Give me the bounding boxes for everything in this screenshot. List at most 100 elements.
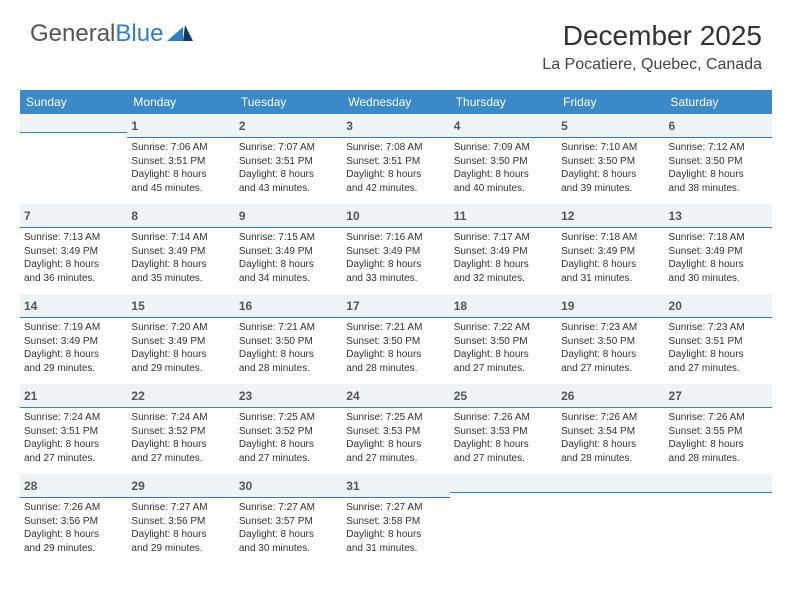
info-line: Sunset: 3:50 PM bbox=[561, 155, 660, 169]
day-cell: 11Sunrise: 7:17 AMSunset: 3:49 PMDayligh… bbox=[450, 204, 557, 294]
info-line: and 39 minutes. bbox=[561, 182, 660, 196]
day-cell: 10Sunrise: 7:16 AMSunset: 3:49 PMDayligh… bbox=[342, 204, 449, 294]
info-line: Sunrise: 7:20 AM bbox=[131, 321, 230, 335]
info-line: Sunrise: 7:26 AM bbox=[24, 501, 123, 515]
day-info: Sunrise: 7:23 AMSunset: 3:51 PMDaylight:… bbox=[669, 321, 768, 375]
info-line: Sunrise: 7:18 AM bbox=[669, 231, 768, 245]
day-cell bbox=[450, 474, 557, 564]
day-info: Sunrise: 7:21 AMSunset: 3:50 PMDaylight:… bbox=[239, 321, 338, 375]
daynum-wrap: 23 bbox=[235, 384, 342, 408]
day-cell: 26Sunrise: 7:26 AMSunset: 3:54 PMDayligh… bbox=[557, 384, 664, 474]
week-row: 21Sunrise: 7:24 AMSunset: 3:51 PMDayligh… bbox=[20, 384, 772, 474]
info-line: Sunset: 3:49 PM bbox=[131, 335, 230, 349]
location-text: La Pocatiere, Quebec, Canada bbox=[542, 56, 762, 74]
info-line: and 29 minutes. bbox=[131, 362, 230, 376]
info-line: and 43 minutes. bbox=[239, 182, 338, 196]
daynum-wrap: 1 bbox=[127, 114, 234, 138]
day-info: Sunrise: 7:13 AMSunset: 3:49 PMDaylight:… bbox=[24, 231, 123, 285]
empty-day-head bbox=[557, 474, 664, 493]
info-line: Sunrise: 7:14 AM bbox=[131, 231, 230, 245]
info-line: and 29 minutes. bbox=[24, 542, 123, 556]
daynum-wrap: 15 bbox=[127, 294, 234, 318]
info-line: and 28 minutes. bbox=[346, 362, 445, 376]
info-line: and 28 minutes. bbox=[561, 452, 660, 466]
day-info: Sunrise: 7:26 AMSunset: 3:56 PMDaylight:… bbox=[24, 501, 123, 555]
day-number: 25 bbox=[454, 389, 467, 403]
day-number: 20 bbox=[669, 299, 682, 313]
daynum-wrap: 18 bbox=[450, 294, 557, 318]
week-row: 1Sunrise: 7:06 AMSunset: 3:51 PMDaylight… bbox=[20, 114, 772, 204]
day-cell: 31 Sunrise: 7:27 AMSunset: 3:58 PMDayligh… bbox=[342, 474, 449, 564]
day-number: 12 bbox=[561, 209, 574, 223]
info-line: Sunrise: 7:19 AM bbox=[24, 321, 123, 335]
day-info: Sunrise: 7:26 AMSunset: 3:54 PMDaylight:… bbox=[561, 411, 660, 465]
info-line: Sunrise: 7:21 AM bbox=[239, 321, 338, 335]
day-info: Sunrise: 7:20 AMSunset: 3:49 PMDaylight:… bbox=[131, 321, 230, 375]
info-line: Sunrise: 7:26 AM bbox=[669, 411, 768, 425]
day-info: Sunrise: 7:27 AMSunset: 3:57 PMDaylight:… bbox=[239, 501, 338, 555]
info-line: Daylight: 8 hours bbox=[561, 438, 660, 452]
info-line: and 27 minutes. bbox=[24, 452, 123, 466]
info-line: Daylight: 8 hours bbox=[131, 438, 230, 452]
logo-mark-icon bbox=[167, 20, 193, 48]
info-line: and 27 minutes. bbox=[454, 362, 553, 376]
day-number: 5 bbox=[561, 119, 568, 133]
daynum-wrap: 8 bbox=[127, 204, 234, 228]
dow-cell: Thursday bbox=[450, 90, 557, 114]
daynum-wrap: 7 bbox=[20, 204, 127, 228]
day-info: Sunrise: 7:27 AMSunset: 3:56 PMDaylight:… bbox=[131, 501, 230, 555]
daynum-wrap: 4 bbox=[450, 114, 557, 138]
daynum-wrap: 10 bbox=[342, 204, 449, 228]
day-info: Sunrise: 7:27 AMSunset: 3:58 PMDaylight:… bbox=[346, 501, 445, 555]
empty-day-head bbox=[20, 114, 127, 133]
empty-day-head bbox=[450, 474, 557, 493]
day-number: 3 bbox=[346, 119, 353, 133]
day-number: 28 bbox=[24, 479, 37, 493]
week-row: 14Sunrise: 7:19 AMSunset: 3:49 PMDayligh… bbox=[20, 294, 772, 384]
day-number: 18 bbox=[454, 299, 467, 313]
info-line: and 27 minutes. bbox=[239, 452, 338, 466]
info-line: Daylight: 8 hours bbox=[561, 168, 660, 182]
info-line: Sunrise: 7:25 AM bbox=[239, 411, 338, 425]
info-line: Daylight: 8 hours bbox=[239, 348, 338, 362]
daynum-wrap: 31 bbox=[342, 474, 449, 498]
info-line: Daylight: 8 hours bbox=[346, 258, 445, 272]
info-line: Sunrise: 7:27 AM bbox=[346, 501, 445, 515]
day-cell: 12Sunrise: 7:18 AMSunset: 3:49 PMDayligh… bbox=[557, 204, 664, 294]
info-line: Sunrise: 7:27 AM bbox=[131, 501, 230, 515]
day-info: Sunrise: 7:08 AMSunset: 3:51 PMDaylight:… bbox=[346, 141, 445, 195]
dow-cell: Saturday bbox=[665, 90, 772, 114]
info-line: Sunrise: 7:21 AM bbox=[346, 321, 445, 335]
info-line: and 35 minutes. bbox=[131, 272, 230, 286]
info-line: Sunrise: 7:25 AM bbox=[346, 411, 445, 425]
day-number: 21 bbox=[24, 389, 37, 403]
day-cell: 27Sunrise: 7:26 AMSunset: 3:55 PMDayligh… bbox=[665, 384, 772, 474]
info-line: and 29 minutes. bbox=[24, 362, 123, 376]
daynum-wrap: 21 bbox=[20, 384, 127, 408]
info-line: Sunset: 3:49 PM bbox=[346, 245, 445, 259]
day-number: 23 bbox=[239, 389, 252, 403]
info-line: Sunrise: 7:08 AM bbox=[346, 141, 445, 155]
daynum-wrap: 6 bbox=[665, 114, 772, 138]
info-line: Sunrise: 7:12 AM bbox=[669, 141, 768, 155]
info-line: Sunrise: 7:24 AM bbox=[24, 411, 123, 425]
info-line: Sunset: 3:49 PM bbox=[24, 335, 123, 349]
info-line: and 28 minutes. bbox=[239, 362, 338, 376]
info-line: Daylight: 8 hours bbox=[561, 258, 660, 272]
info-line: Daylight: 8 hours bbox=[669, 258, 768, 272]
info-line: Daylight: 8 hours bbox=[239, 168, 338, 182]
day-cell: 7 Sunrise: 7:13 AMSunset: 3:49 PMDaylight… bbox=[20, 204, 127, 294]
day-cell: 25Sunrise: 7:26 AMSunset: 3:53 PMDayligh… bbox=[450, 384, 557, 474]
day-info: Sunrise: 7:18 AMSunset: 3:49 PMDaylight:… bbox=[669, 231, 768, 285]
info-line: Daylight: 8 hours bbox=[454, 258, 553, 272]
info-line: Sunset: 3:49 PM bbox=[131, 245, 230, 259]
day-info: Sunrise: 7:10 AMSunset: 3:50 PMDaylight:… bbox=[561, 141, 660, 195]
week-row: 7 Sunrise: 7:13 AMSunset: 3:49 PMDaylight… bbox=[20, 204, 772, 294]
day-info: Sunrise: 7:25 AMSunset: 3:53 PMDaylight:… bbox=[346, 411, 445, 465]
info-line: Daylight: 8 hours bbox=[669, 438, 768, 452]
info-line: Sunset: 3:49 PM bbox=[561, 245, 660, 259]
info-line: Sunrise: 7:24 AM bbox=[131, 411, 230, 425]
day-cell: 8Sunrise: 7:14 AMSunset: 3:49 PMDaylight… bbox=[127, 204, 234, 294]
daynum-wrap: 3 bbox=[342, 114, 449, 138]
info-line: Daylight: 8 hours bbox=[24, 348, 123, 362]
